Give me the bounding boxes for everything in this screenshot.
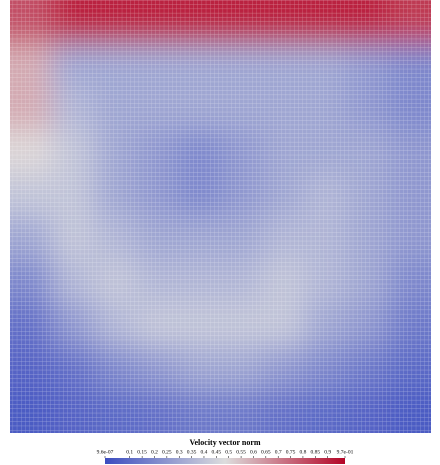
- colorbar-tick-label: 0.8: [300, 449, 307, 455]
- colorbar: [105, 458, 345, 464]
- colorbar-tick-label: 0.15: [137, 449, 147, 455]
- colorbar-ticks: 9.6e-07 0.1 0.15 0.2 0.25 0.3 0.35 0.4 0.45 0.5 0.…: [97, 449, 354, 458]
- colorbar-tick-label: 0.4: [201, 449, 208, 455]
- colorbar-tick-label: 0.25: [162, 449, 172, 455]
- colorbar-tick-label: 0.7: [275, 449, 282, 455]
- mesh-overlay: [10, 0, 431, 433]
- colorbar-tick-label: 0.6: [250, 449, 257, 455]
- colorbar-tick-label: 0.2: [151, 449, 158, 455]
- colorbar-tick-label: 0.85: [310, 449, 320, 455]
- colorbar-tick-label: 0.5: [225, 449, 232, 455]
- colorbar-title: Velocity vector norm: [189, 438, 260, 447]
- colorbar-tick-label: 0.65: [261, 449, 271, 455]
- colorbar-tick-label: 0.35: [187, 449, 197, 455]
- colorbar-tick-label: 0.3: [176, 449, 183, 455]
- colorbar-tick-label: 0.75: [286, 449, 296, 455]
- colorbar-tick-label: 9.6e-07: [97, 449, 114, 455]
- colorbar-tick-label: 0.55: [236, 449, 246, 455]
- colorbar-tick-label: 0.9: [324, 449, 331, 455]
- colorbar-tick-label: 0.45: [212, 449, 222, 455]
- colorbar-tick-label: 0.1: [126, 449, 133, 455]
- colorbar-tick-label: 9.7e-01: [337, 449, 354, 455]
